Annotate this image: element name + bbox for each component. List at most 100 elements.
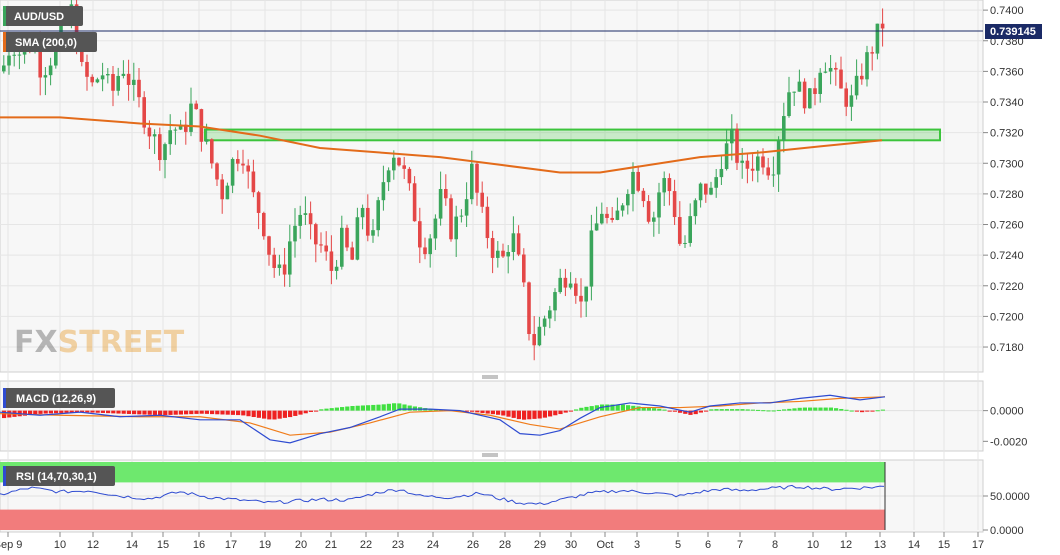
last-price-marker: 0.739145 [0,24,1042,39]
candle [875,23,880,60]
macd-histogram-bar [132,410,137,415]
macd-series [0,394,983,444]
macd-histogram-bar [667,410,672,412]
macd-histogram-bar [854,410,859,412]
candle [272,247,276,278]
candle [428,234,432,268]
candle [735,123,739,170]
x-tick-label: 10 [54,539,66,551]
candle [402,156,406,180]
candle [693,198,698,225]
macd-pane-resize-handle[interactable] [481,375,499,380]
candle [7,47,11,75]
candle [303,196,308,225]
macd-histogram-bar [220,410,225,415]
x-tick-label: 17 [972,539,984,551]
macd-badge[interactable]: MACD (12,26,9) [3,388,115,408]
macd-histogram-bar [246,410,251,417]
y-tick-label: 0.7200 [990,311,1024,323]
macd-histogram-bar [813,407,818,411]
macd-histogram-bar [106,410,111,414]
candle [90,74,94,87]
candle [828,55,833,85]
rsi-tick-label: 0.0000 [990,525,1024,537]
candle [662,171,666,207]
candle [854,59,859,100]
y-tick-label: 0.7320 [990,128,1024,140]
candle [782,102,786,153]
y-tick-label: 0.7340 [990,97,1024,109]
macd-histogram-bar [698,410,703,413]
candle [501,243,505,259]
macd-histogram-bar [797,407,802,411]
x-tick-label: 30 [565,539,577,551]
candle [485,196,490,249]
candle [688,203,692,247]
macd-histogram-bar [126,410,131,414]
macd-histogram-bar [626,405,631,411]
macd-histogram-bar [662,409,667,411]
candle [834,62,838,86]
macd-histogram-bar [485,410,490,414]
candle [116,67,120,96]
candle [589,214,594,301]
watermark-fx: FX [14,325,58,360]
candle [792,91,796,107]
macd-histogram-bar [329,408,334,411]
candle [100,62,105,92]
macd-histogram-bar [241,410,246,416]
macd-histogram-bar [496,410,501,415]
candle [142,91,146,135]
sma-badge[interactable]: SMA (200,0) [3,32,97,52]
macd-histogram-bar [704,410,709,412]
candle [813,77,817,106]
candle [376,196,380,237]
x-tick-label: Oct [596,539,613,551]
rsi-badge[interactable]: RSI (14,70,30,1) [3,466,115,486]
macd-histogram-bar [121,410,126,414]
candle [470,150,474,205]
candle [532,316,536,361]
candle [121,60,126,79]
candle [95,77,100,84]
candle [496,241,500,268]
candle [267,235,271,266]
macd-histogram-bar [652,408,657,411]
candle [839,56,843,89]
candle [2,55,6,74]
macd-histogram-bar [189,410,194,415]
candle [542,315,547,336]
x-tick-label: 29 [534,539,546,551]
candle [329,235,334,285]
x-tick-label: 15 [157,539,169,551]
candle [147,120,152,150]
price-pane-background [0,0,984,373]
candle [444,174,448,206]
candle [251,159,256,198]
y-tick-label: 0.7260 [990,220,1024,232]
candle [199,108,204,152]
macd-histogram-bar [230,410,235,415]
candle [657,182,661,234]
x-tick-label: 20 [295,539,307,551]
rsi-pane-resize-handle[interactable] [481,453,499,458]
candle [449,194,453,242]
candle [381,165,386,211]
macd-label: MACD (12,26,9) [16,393,96,405]
macd-histogram-bar [527,410,532,420]
macd-histogram-bar [48,410,53,414]
x-tick-label: Sep 9 [0,539,22,551]
candle [106,68,110,84]
candle [880,8,885,47]
y-tick-label: 0.7360 [990,66,1024,78]
macd-histogram-bar [771,410,776,412]
candle [704,183,708,203]
symbol-badge[interactable]: AUD/USD [3,6,83,26]
candle [709,181,713,196]
candle [137,68,141,108]
macd-histogram-bar [480,410,485,413]
candle [438,171,443,226]
macd-histogram-bar [184,410,189,415]
x-tick-label: 23 [392,539,404,551]
